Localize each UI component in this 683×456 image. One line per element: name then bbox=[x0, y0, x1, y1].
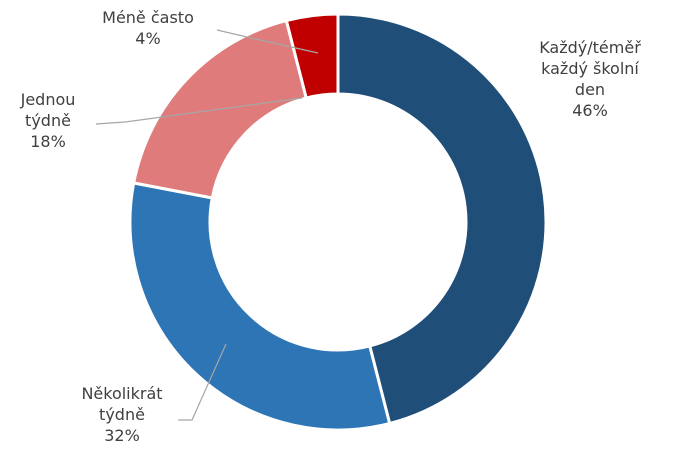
donut-slice bbox=[336, 12, 548, 426]
donut-slice bbox=[128, 181, 392, 432]
leader-line bbox=[95, 97, 303, 125]
category-label: Jednou týdně bbox=[20, 90, 76, 130]
value-label: 4% bbox=[135, 29, 161, 48]
slice-label: Několikrát týdně 32% bbox=[62, 383, 182, 446]
value-label: 18% bbox=[30, 132, 66, 151]
value-label: 46% bbox=[572, 101, 608, 120]
slice-label: Méně často 4% bbox=[88, 7, 208, 49]
slice-label: Každý/téměř každý školní den 46% bbox=[530, 37, 650, 121]
value-label: 32% bbox=[104, 426, 140, 445]
category-label: Několikrát týdně bbox=[81, 384, 163, 424]
leader-line bbox=[178, 343, 227, 421]
category-label: Méně často bbox=[102, 8, 194, 27]
category-label: Každý/téměř každý školní den bbox=[539, 38, 641, 99]
slice-label: Jednou týdně 18% bbox=[3, 89, 93, 152]
leader-line bbox=[216, 29, 319, 54]
